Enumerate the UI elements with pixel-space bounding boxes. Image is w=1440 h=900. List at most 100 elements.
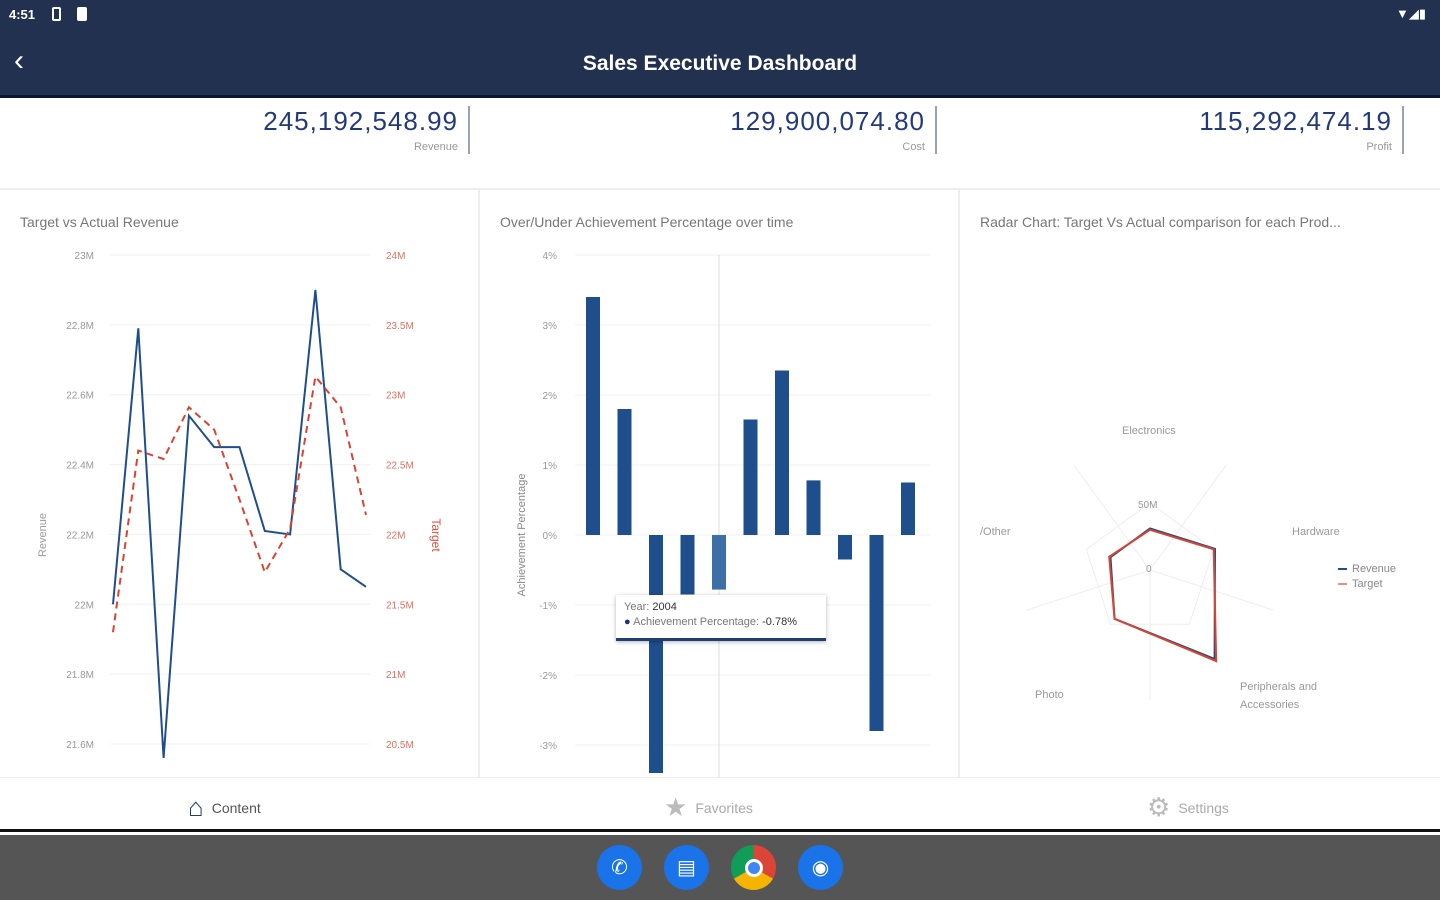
tooltip-year: 2004	[652, 601, 677, 613]
bar	[838, 535, 852, 560]
y-tick-label: 4%	[543, 251, 558, 262]
radar-tick: 0	[1146, 564, 1152, 575]
phone-app-icon[interactable]: ✆	[597, 845, 642, 890]
y-tick-label: 22.4M	[66, 461, 94, 472]
radar-tick: 50M	[1138, 500, 1157, 511]
radar-category-label: Hardware	[1292, 526, 1340, 538]
y2-tick-label: 23.5M	[386, 321, 414, 332]
nav-label: Content	[211, 799, 261, 816]
y2-axis-title: Target	[429, 518, 443, 552]
nav-favorites[interactable]: ★ Favorites	[664, 792, 753, 823]
y-tick-label: 22.8M	[66, 321, 94, 332]
messages-app-icon[interactable]: ▤	[664, 845, 709, 890]
radar-category-label: /Other	[980, 526, 1011, 538]
y-tick-label: 23M	[75, 251, 94, 262]
kpi-label: Cost	[902, 141, 925, 153]
tooltip-series: Achievement Percentage:	[633, 616, 760, 628]
radar-category-label: Electronics	[1122, 425, 1176, 437]
gear-icon: ⚙	[1147, 792, 1171, 822]
y-tick-label: 22.2M	[66, 530, 94, 541]
chrome-app-icon[interactable]	[731, 845, 776, 890]
kpi-label: Revenue	[413, 141, 458, 153]
bar	[901, 482, 915, 535]
bar	[775, 370, 789, 535]
kpi-profit: 115,292,474.19 Profit	[1104, 106, 1404, 154]
legend-label: Revenue	[1352, 563, 1397, 575]
bar	[712, 535, 726, 590]
y-tick-label: 0%	[543, 531, 558, 542]
y2-tick-label: 22M	[386, 530, 405, 541]
radar-axis	[1149, 464, 1227, 571]
home-icon: ⌂	[188, 792, 204, 822]
y-axis-title: Achievement Percentage	[516, 474, 528, 597]
y2-tick-label: 21.5M	[386, 600, 414, 611]
nav-content[interactable]: ⌂ Content	[188, 792, 261, 823]
y-tick-label: -2%	[539, 671, 557, 682]
radar-series-target	[1108, 528, 1218, 663]
radar-chart-panel: 0 50M Electronics Hardware Peripherals and Ac…	[960, 190, 1440, 777]
y-axis-title: Revenue	[37, 513, 49, 557]
shield-icon	[52, 7, 61, 21]
y-tick-label: -1%	[539, 601, 557, 612]
series-line-revenue	[112, 289, 367, 759]
radar-axis	[1026, 569, 1151, 611]
y-tick-label: -3%	[539, 741, 557, 752]
y-tick-label: 21.6M	[66, 740, 94, 751]
radar-axis	[1149, 569, 1274, 611]
nav-label: Settings	[1178, 799, 1229, 816]
chart-title: Radar Chart: Target Vs Actual comparison…	[980, 214, 1341, 230]
status-bar: 4:51 ▼◢▮	[0, 0, 1440, 30]
chart-title: Over/Under Achievement Percentage over t…	[500, 214, 794, 230]
y-tick-label: 21.8M	[66, 670, 94, 681]
page-title: Sales Executive Dashboard	[582, 52, 858, 75]
y-tick-label: 22M	[75, 600, 94, 611]
radar-category-label: Accessories	[1240, 699, 1300, 711]
chart-tooltip: Year: 2004 ● Achievement Percentage: -0.…	[616, 595, 826, 641]
kpi-cost: 129,900,074.80 Cost	[637, 106, 937, 154]
legend-item-target[interactable]: Target	[1338, 577, 1396, 592]
bottom-nav: ⌂ Content ★ Favorites ⚙ Settings	[0, 777, 1440, 832]
kpi-value: 115,292,474.19	[1199, 106, 1392, 136]
y-tick-label: 1%	[543, 461, 558, 472]
line-chart[interactable]: 23M 24M 22.8M 23.5M 22.6M 23M 22.4M 22.5M 22.2M 2…	[0, 190, 480, 777]
y2-tick-label: 24M	[386, 251, 405, 262]
kpi-row: 245,192,548.99 Revenue 129,900,074.80 Cost…	[0, 98, 1440, 190]
bar	[680, 535, 695, 595]
bar	[743, 419, 758, 535]
tooltip-year-label: Year:	[624, 601, 650, 613]
bar-chart[interactable]: 4% 3% 2% 1% 0% -1% -2% -3% Achievement Percentag…	[480, 190, 960, 777]
y2-tick-label: 21M	[386, 670, 405, 681]
kpi-value: 245,192,548.99	[263, 106, 458, 136]
bar	[649, 535, 663, 773]
y-tick-label: 3%	[543, 321, 558, 332]
camera-app-icon[interactable]: ◉	[798, 845, 843, 890]
radar-axis	[1073, 464, 1151, 571]
wifi-signal-battery-icon: ▼◢▮	[1395, 6, 1426, 21]
series-line-target	[112, 374, 367, 633]
back-button[interactable]: ‹	[14, 44, 24, 77]
radar-category-label: Photo	[1035, 689, 1064, 701]
radar-category-label: Peripherals and	[1240, 681, 1317, 693]
bar	[586, 297, 600, 535]
bar	[869, 535, 884, 731]
tooltip-value: -0.78%	[762, 616, 797, 628]
y2-tick-label: 22.5M	[386, 461, 414, 472]
y2-tick-label: 20.5M	[386, 740, 414, 751]
nav-settings[interactable]: ⚙ Settings	[1147, 792, 1229, 823]
legend-item-revenue[interactable]: Revenue	[1338, 562, 1396, 577]
radar-chart[interactable]: 0 50M Electronics Hardware Peripherals and Ac…	[960, 190, 1440, 777]
chart-legend: Revenue Target	[1338, 562, 1396, 592]
nav-label: Favorites	[695, 799, 753, 816]
android-dock: ✆ ▤ ◉	[0, 835, 1440, 900]
chart-title: Target vs Actual Revenue	[20, 214, 179, 230]
line-chart-panel: 23M 24M 22.8M 23.5M 22.6M 23M 22.4M 22.5M 22.2M 2…	[0, 190, 480, 777]
star-icon: ★	[664, 792, 688, 822]
y-tick-label: 2%	[543, 391, 558, 402]
kpi-label: Profit	[1366, 141, 1392, 153]
y-tick-label: 22.6M	[66, 391, 94, 402]
kpi-revenue: 245,192,548.99 Revenue	[170, 106, 470, 154]
app-bar: ‹ Sales Executive Dashboard	[0, 30, 1440, 98]
bar	[617, 409, 632, 535]
bar	[806, 480, 821, 535]
legend-label: Target	[1352, 578, 1383, 590]
